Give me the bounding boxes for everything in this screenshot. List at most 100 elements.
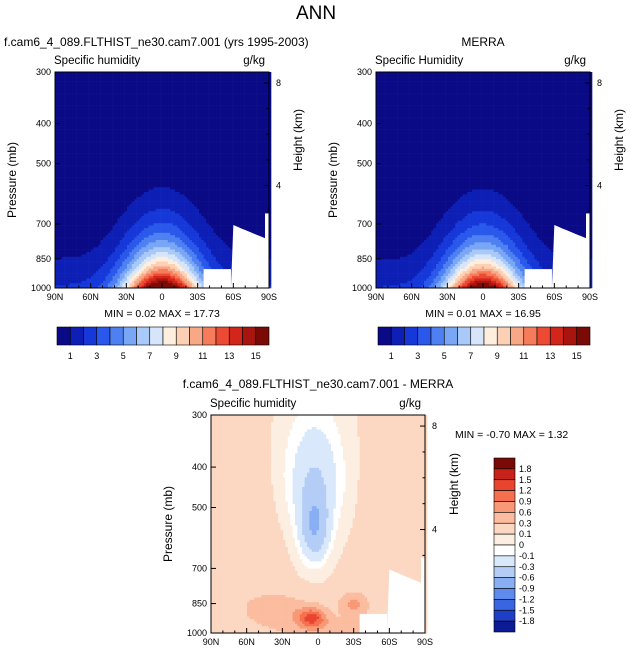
field-cell [98,192,101,195]
field-cell [84,120,87,123]
field-cell [115,214,118,217]
field-cell [175,101,178,104]
field-cell [79,113,82,116]
field-cell [98,156,101,159]
field-cell [67,144,70,147]
field-cell [117,118,120,121]
field-cell [149,130,152,133]
field-cell [122,137,125,140]
field-cell [139,209,142,212]
field-cell [122,238,125,241]
field-cell [158,266,161,269]
field-cell [98,113,101,116]
field-cell [62,259,65,262]
field-cell [149,240,152,243]
field-cell [180,202,183,205]
field-cell [161,125,164,128]
field-cell [122,266,125,269]
field-cell [67,247,70,250]
field-cell [132,182,135,185]
field-cell [84,216,87,219]
field-cell [127,245,130,248]
field-cell [177,170,180,173]
field-cell [149,257,152,260]
field-cell [170,226,173,229]
field-cell [96,223,99,226]
field-cell [101,202,104,205]
field-cell [129,206,132,209]
field-cell [129,151,132,154]
field-cell [122,281,125,284]
field-cell [139,106,142,109]
field-cell [84,113,87,116]
field-cell [79,257,82,260]
field-cell [161,199,164,202]
field-cell [146,266,149,269]
field-cell [125,190,128,193]
field-cell [165,252,168,255]
field-cell [129,137,132,140]
field-cell [79,144,82,147]
field-cell [103,173,106,176]
field-cell [161,173,164,176]
field-cell [165,163,168,166]
field-cell [180,96,183,99]
field-cell [134,262,137,265]
field-cell [96,283,99,286]
field-cell [96,127,99,130]
field-cell [62,257,65,260]
field-cell [144,254,147,257]
field-cell [177,173,180,176]
field-cell [141,204,144,207]
field-cell [103,125,106,128]
field-cell [115,120,118,123]
field-cell [113,161,116,164]
field-cell [103,257,106,260]
field-cell [60,194,63,197]
field-cell [182,242,185,245]
field-cell [110,187,113,190]
field-cell [84,214,87,217]
field-cell [156,154,159,157]
field-cell [110,247,113,250]
field-cell [79,130,82,133]
field-cell [144,82,147,85]
field-cell [62,170,65,173]
field-cell [122,108,125,111]
field-cell [129,142,132,145]
field-cell [151,283,154,286]
field-cell [62,194,65,197]
field-cell [79,180,82,183]
field-cell [161,132,164,135]
field-cell [163,235,166,238]
field-cell [158,82,161,85]
field-cell [132,250,135,253]
field-cell [98,168,101,171]
field-cell [168,94,171,97]
field-cell [93,214,96,217]
field-cell [156,276,159,279]
field-cell [79,252,82,255]
field-cell [177,185,180,188]
field-cell [96,238,99,241]
field-cell [84,173,87,176]
field-cell [77,199,80,202]
field-cell [103,163,106,166]
field-cell [108,110,111,113]
field-cell [103,197,106,200]
field-cell [165,218,168,221]
field-cell [165,161,168,164]
field-cell [67,269,70,272]
field-cell [141,106,144,109]
field-cell [173,264,176,267]
field-cell [151,264,154,267]
field-cell [163,79,166,82]
field-cell [101,173,104,176]
field-cell [65,204,68,207]
field-cell [185,106,188,109]
field-cell [153,190,156,193]
field-cell [137,158,140,161]
field-cell [156,247,159,250]
field-cell [62,240,65,243]
field-cell [105,250,108,253]
